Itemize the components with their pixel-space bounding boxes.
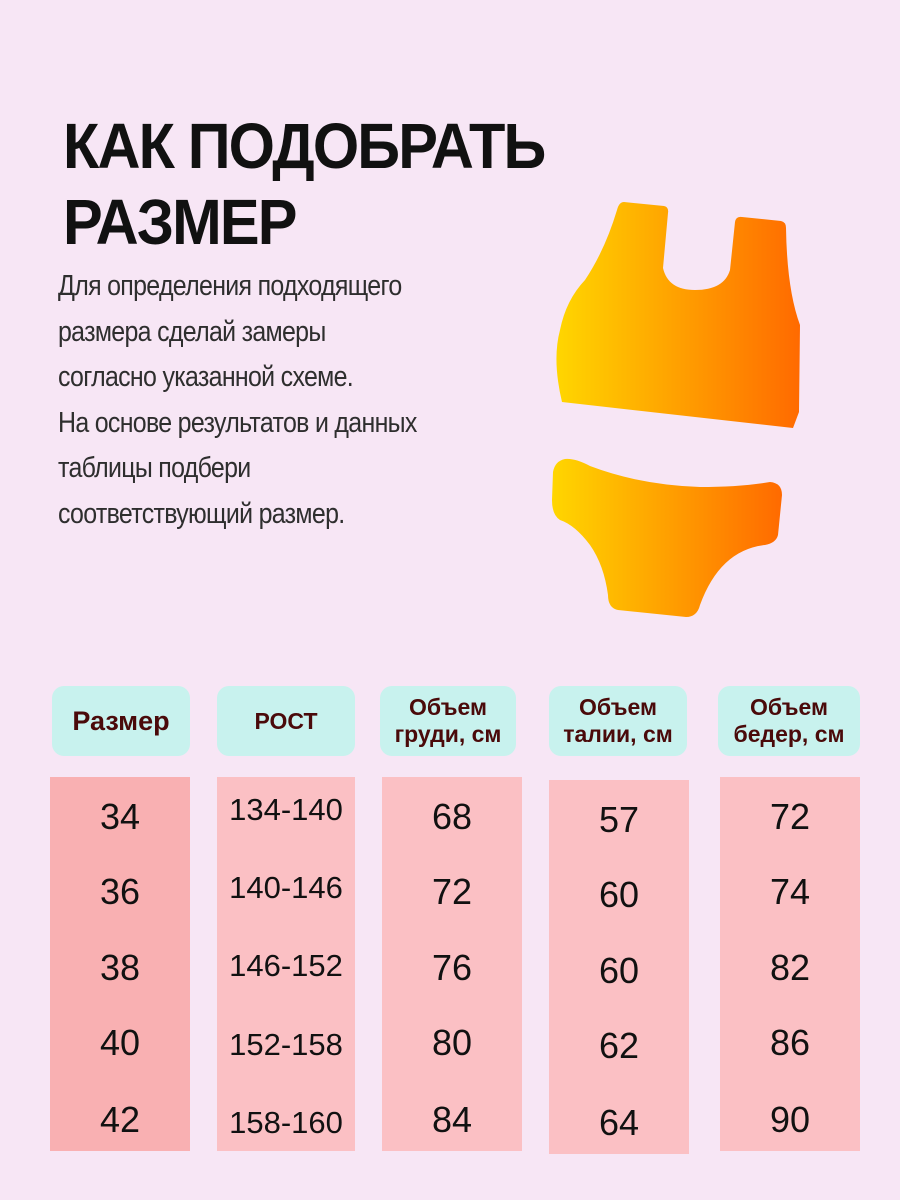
header-label: Размер — [72, 705, 170, 736]
header-label: Объем — [578, 694, 658, 720]
header-chest: Объем груди, см — [380, 686, 516, 756]
bikini-icon — [552, 202, 800, 617]
table-cell: 82 — [769, 947, 811, 988]
header-label: талии, см — [563, 721, 673, 747]
table-cell: 62 — [598, 1025, 640, 1066]
header-label: Объем — [408, 694, 488, 720]
header-waist: Объем талии, см — [549, 686, 687, 756]
table-cell: 60 — [598, 950, 640, 991]
table-cell: 57 — [598, 799, 640, 840]
bikini-top-icon — [556, 202, 800, 428]
description: Для определения подходящего размера сдел… — [58, 264, 540, 537]
page-title: КАК ПОДОБРАТЬ РАЗМЕР — [63, 108, 546, 260]
description-line: На основе результатов и данных — [58, 406, 417, 439]
table-cell: 158-160 — [229, 1105, 343, 1140]
column-hips: 72 74 82 86 90 — [720, 777, 860, 1151]
table-cell: 42 — [99, 1099, 141, 1140]
table-cell: 72 — [431, 871, 473, 912]
column-chest: 68 72 76 80 84 — [382, 777, 522, 1151]
header-label: РОСТ — [254, 707, 318, 734]
table-cell: 40 — [99, 1022, 141, 1063]
table-cell: 74 — [769, 871, 811, 912]
header-size: Размер — [52, 686, 190, 756]
table-cell: 72 — [769, 796, 811, 837]
table-cell: 38 — [99, 947, 141, 988]
table-cell: 152-158 — [229, 1027, 343, 1062]
table-cell: 68 — [431, 796, 473, 837]
table-cell: 34 — [99, 796, 141, 837]
table-cell: 84 — [431, 1099, 473, 1140]
header-label: груди, см — [394, 721, 502, 747]
description-line: согласно указанной схеме. — [58, 361, 354, 393]
table-cell: 146-152 — [229, 948, 343, 983]
title-line-1: КАК ПОДОБРАТЬ — [63, 110, 546, 182]
column-height: 134-140 140-146 146-152 152-158 158-160 — [217, 777, 355, 1151]
column-size: 34 36 38 40 42 — [50, 777, 190, 1151]
table-cell: 36 — [99, 871, 141, 912]
bikini-bottom-icon — [552, 458, 782, 617]
table-cell: 134-140 — [229, 792, 343, 827]
title-line-2: РАЗМЕР — [63, 186, 297, 258]
column-waist: 57 60 60 62 64 — [549, 780, 689, 1154]
description-line: соответствующий размер. — [58, 497, 345, 530]
header-label: бедер, см — [733, 721, 845, 747]
description-line: Для определения подходящего — [58, 270, 402, 302]
header-label: Объем — [749, 694, 829, 720]
header-hips: Объем бедер, см — [718, 686, 860, 756]
description-line: размера сделай замеры — [58, 315, 326, 348]
table-cell: 60 — [598, 874, 640, 915]
description-line: таблицы подбери — [58, 452, 251, 484]
table-cell: 86 — [769, 1022, 811, 1063]
table-cell: 76 — [431, 947, 473, 988]
table-cell: 80 — [431, 1022, 473, 1063]
header-height: РОСТ — [217, 686, 355, 756]
table-cell: 64 — [598, 1102, 640, 1143]
table-cell: 90 — [769, 1099, 811, 1140]
table-cell: 140-146 — [229, 870, 343, 905]
